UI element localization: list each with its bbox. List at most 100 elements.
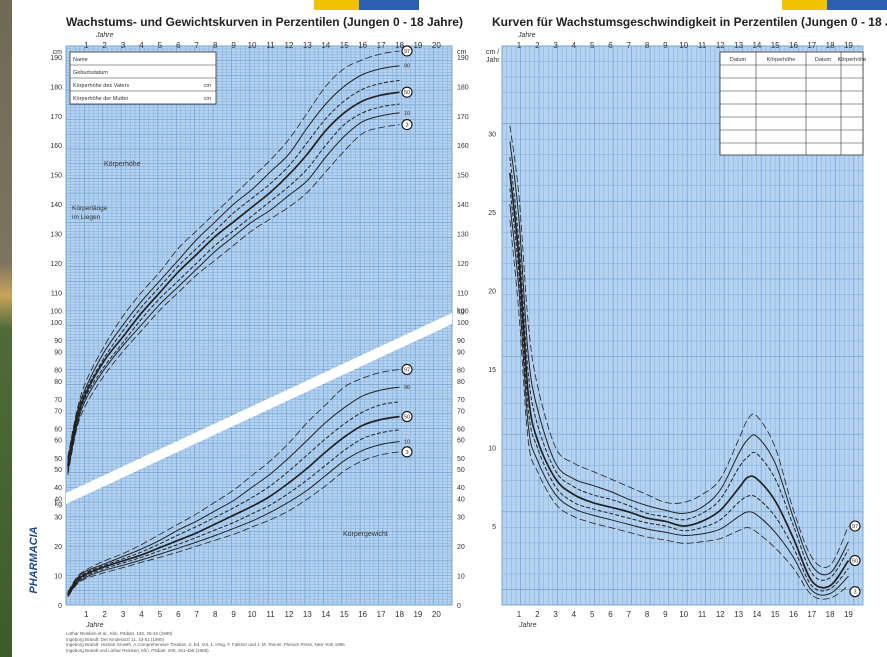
top-year-tick: 3	[121, 41, 126, 50]
weight-tick-left: 40	[54, 485, 62, 492]
velocity-tick: 30	[488, 132, 496, 139]
weight-percentile-75	[67, 401, 400, 595]
weight-tick-right: 40	[457, 485, 465, 492]
height-tick-right: 50	[457, 467, 465, 474]
right-bottom-year-tick: 5	[590, 610, 595, 619]
right-bottom-year-tick: 14	[752, 610, 761, 619]
top-year-tick: 17	[377, 41, 386, 50]
right-bottom-axis-title: Jahre	[518, 622, 537, 629]
bottom-year-tick: 10	[248, 610, 257, 619]
info-form-label-3: Körperhöhe der Mutter	[73, 96, 129, 102]
right-bottom-year-tick: 16	[789, 610, 798, 619]
right-bottom-year-tick: 1	[517, 610, 522, 619]
right-bottom-year-tick: 17	[807, 610, 816, 619]
weight-tick-left: 90	[54, 338, 62, 345]
height-marker-97-label: 97	[404, 49, 410, 55]
height-marker-3	[401, 119, 413, 131]
unit-kg-left: kg	[55, 501, 63, 508]
top-year-tick: 16	[358, 41, 367, 50]
weight-tick-left: 50	[54, 456, 62, 463]
weight-tick-left: 70	[54, 397, 62, 404]
bottom-year-tick: 16	[358, 610, 367, 619]
height-tick-left: 40	[54, 497, 62, 504]
weight-tick-right: 10	[457, 574, 465, 581]
right-bottom-year-tick: 2	[535, 610, 540, 619]
weight-percentile-97	[67, 369, 400, 593]
measurement-table-box	[719, 51, 864, 156]
right-top-year-tick: 13	[734, 41, 743, 50]
right-top-year-tick: 12	[716, 41, 725, 50]
bottom-year-tick: 3	[121, 610, 126, 619]
weight-tick-right: 90	[457, 338, 465, 345]
top-year-tick: 12	[284, 41, 293, 50]
weight-tick-right: 70	[457, 397, 465, 404]
weight-percentile-90	[67, 386, 400, 594]
velocity-marker-50-label: 50	[852, 559, 858, 565]
weight-marker-3-label: 3	[405, 450, 408, 456]
bottom-year-tick: 9	[231, 610, 236, 619]
velocity-unit-2: Jahr	[486, 57, 500, 64]
right-curves	[509, 125, 850, 600]
height-tick-left: 180	[50, 84, 62, 91]
reference-line: Lothar Reinken et al., Klin. Pädiatr. 19…	[66, 631, 173, 636]
height-marker-50-label: 50	[404, 90, 410, 96]
height-tick-right: 110	[457, 290, 468, 297]
top-year-tick: 13	[303, 41, 312, 50]
reference-line: Ingeborg Brandt: Der Kinderarzt 11, 43-5…	[66, 636, 164, 642]
weight-tick-left: 0	[58, 603, 62, 610]
height-percentile-50	[66, 91, 400, 467]
top-axis-title: Jahre	[95, 32, 114, 39]
info-form: Name Geburtsdatum Körperhöhe des Vaters cm K…	[69, 51, 217, 105]
label-body-weight: Körpergewicht	[343, 531, 388, 538]
label-body-length: Körperlänge	[72, 205, 108, 212]
bottom-year-tick: 12	[284, 610, 293, 619]
right-bottom-year-tick: 19	[844, 610, 853, 619]
height-marker-97	[401, 45, 413, 57]
height-tick-left: 190	[50, 55, 62, 62]
right-bottom-year-tick: 7	[627, 610, 632, 619]
height-tick-left: 140	[50, 202, 62, 209]
velocity-tick: 5	[492, 524, 496, 531]
weight-tick-right: 30	[457, 515, 465, 522]
right-top-year-tick: 1	[517, 41, 522, 50]
weight-percentile-10	[67, 441, 400, 597]
right-top-axis-title: Jahre	[517, 32, 536, 39]
height-percentile-97	[67, 50, 400, 458]
velocity-percentile-3	[509, 219, 849, 600]
background-strip	[0, 0, 12, 657]
top-year-tick: 5	[158, 41, 163, 50]
top-year-tick: 14	[321, 41, 330, 50]
weight-tick-left: 10	[54, 574, 62, 581]
measurement-table: Datum Körperhöhe Datum Körperhöhe	[719, 51, 866, 156]
right-top-year-tick: 5	[590, 41, 595, 50]
bottom-year-tick: 2	[102, 610, 107, 619]
height-percentile-25	[67, 103, 400, 470]
weight-tick-left: 30	[54, 515, 62, 522]
top-year-tick: 8	[213, 41, 218, 50]
height-tick-right: 60	[457, 438, 465, 445]
right-bottom-year-tick: 11	[698, 610, 707, 619]
left-chart-title: Wachstums- und Gewichtskurven in Perzent…	[66, 15, 463, 29]
top-year-tick: 20	[432, 41, 441, 50]
bottom-year-tick: 19	[413, 610, 422, 619]
weight-percentile-3	[67, 451, 400, 598]
right-top-year-tick: 18	[826, 41, 835, 50]
unit-cm-left: cm	[53, 49, 63, 56]
bottom-year-tick: 13	[303, 610, 312, 619]
right-top-year-tick: 11	[698, 41, 707, 50]
height-tick-left: 110	[51, 290, 62, 297]
height-tick-right: 120	[457, 261, 469, 268]
height-marker-50	[401, 86, 413, 98]
top-year-tick: 6	[176, 41, 181, 50]
weight-tick-left: 100	[50, 309, 62, 316]
velocity-marker-97	[849, 520, 861, 532]
table-header-1: Körperhöhe	[767, 57, 796, 63]
weight-tick-left: 60	[54, 426, 62, 433]
right-top-year-tick: 7	[627, 41, 632, 50]
right-top-year-tick: 9	[663, 41, 668, 50]
right-top-year-tick: 4	[572, 41, 577, 50]
height-percentile-3	[67, 124, 400, 476]
label-body-height: Körperhöhe	[104, 161, 141, 168]
unit-cm-right: cm	[457, 49, 467, 56]
right-bottom-year-tick: 15	[771, 610, 780, 619]
